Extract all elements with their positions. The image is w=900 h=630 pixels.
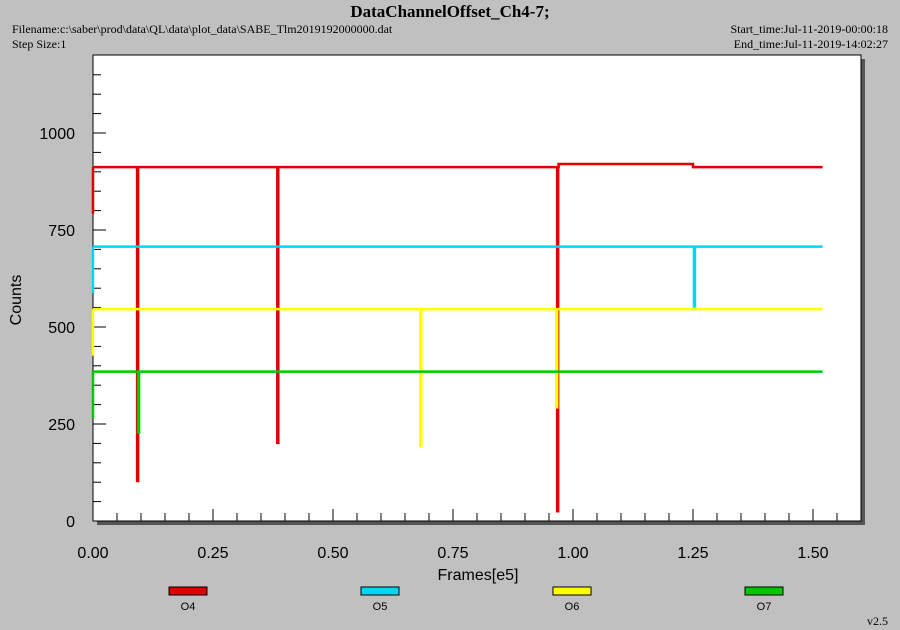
x-axis-label: Frames[e5] [438, 567, 519, 584]
legend-swatch-o6 [552, 586, 592, 596]
end-time-label: End_time:Jul-11-2019-14:02:27 [733, 37, 888, 51]
x-tick-label: 0.75 [437, 545, 468, 562]
x-tick-label: 0.50 [317, 545, 348, 562]
x-tick-label: 0.25 [197, 545, 228, 562]
x-tick-label: 1.00 [557, 545, 588, 562]
legend-label-o6: O6 [565, 601, 580, 613]
y-tick-label: 1000 [39, 126, 75, 143]
y-tick-label: 750 [48, 223, 75, 240]
legend-label-o5: O5 [373, 601, 388, 613]
filename-label: Filename:c:\saber\prod\data\QL\data\plot… [12, 22, 393, 36]
chart-title: DataChannelOffset_Ch4-7; [350, 2, 550, 21]
y-tick-label: 500 [48, 320, 75, 337]
y-axis-label: Counts [8, 275, 25, 326]
series-line-o4 [93, 162, 823, 169]
legend-swatch-o4 [168, 586, 208, 596]
y-tick-label: 250 [48, 417, 75, 434]
x-tick-label: 1.25 [677, 545, 708, 562]
x-tick-label: 0.00 [77, 545, 108, 562]
step-size-label: Step Size:1 [12, 37, 67, 51]
y-tick-label: 0 [66, 514, 75, 531]
plot-area [92, 54, 862, 522]
legend-label-o7: O7 [757, 601, 772, 613]
legend-swatch-o5 [360, 586, 400, 596]
legend-label-o4: O4 [181, 601, 196, 613]
legend-swatch-o7 [744, 586, 784, 596]
x-tick-label: 1.50 [797, 545, 828, 562]
version-label: v2.5 [867, 614, 888, 628]
start-time-label: Start_time:Jul-11-2019-00:00:18 [730, 22, 888, 36]
